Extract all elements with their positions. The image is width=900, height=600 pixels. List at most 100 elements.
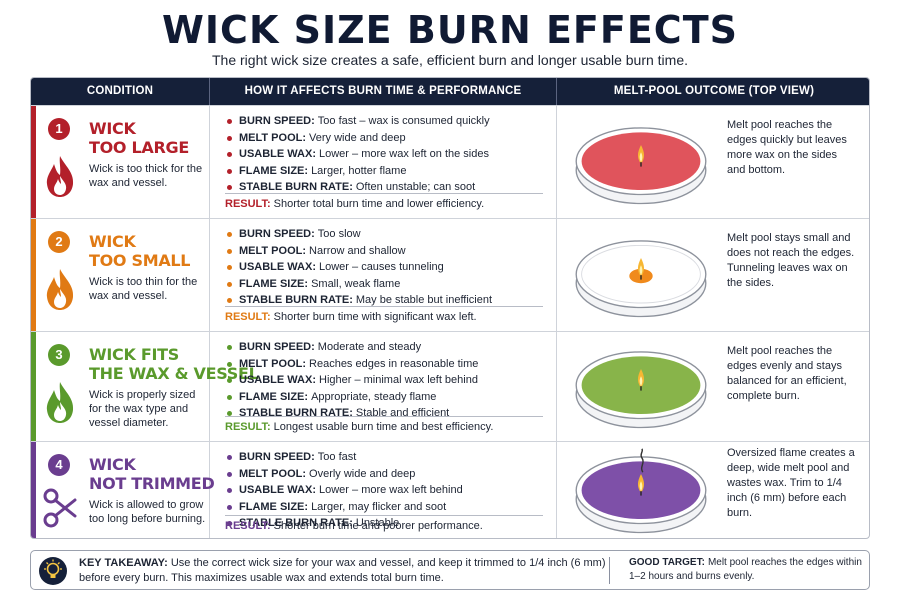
key-takeaway-body: Use the correct wick size for your wax a… <box>79 557 606 584</box>
effect-label: FLAME SIZE: <box>239 164 309 177</box>
outcome-text: Melt pool stays small and does not reach… <box>727 232 855 289</box>
effect-label: BURN SPEED: <box>239 228 315 240</box>
effects-list: BURN SPEED: Too slow MELT POOL: Narrow and … <box>225 226 545 309</box>
effect-item: MELT POOL: Very wide and deep <box>225 130 545 147</box>
effect-label: STABLE BURN RATE: <box>239 407 353 419</box>
result-text: RESULT: Shorter total burn time and lower… <box>225 198 555 210</box>
effect-item: FLAME SIZE: Larger, hotter flame <box>225 163 545 180</box>
effect-text: Overly wide and deep <box>309 467 416 480</box>
effect-text: Lower – causes tunneling <box>319 261 444 273</box>
result-body: Shorter burn time with significant wax l… <box>273 311 477 323</box>
result-body: Shorter burn time and poorer performance… <box>273 520 483 532</box>
effect-label: BURN SPEED: <box>239 451 315 463</box>
scissors-icon <box>43 486 77 530</box>
effect-label: MELT POOL: <box>239 244 307 257</box>
condition-title-line1: WICK <box>89 232 136 251</box>
effects-list: BURN SPEED: Moderate and steady MELT POOL:… <box>225 339 545 422</box>
effect-item: USABLE WAX: Lower – more wax left behind <box>225 482 545 499</box>
outcome-text: Oversized flame creates a deep, wide mel… <box>727 447 855 519</box>
table-header: CONDITION HOW IT AFFECTS BURN TIME & PER… <box>31 78 869 105</box>
key-takeaway-text: KEY TAKEAWAY: Use the correct wick size f… <box>79 556 619 586</box>
effect-label: MELT POOL: <box>239 131 307 144</box>
effect-label: FLAME SIZE: <box>239 277 309 290</box>
page-subtitle: The right wick size creates a safe, effi… <box>212 52 688 68</box>
effect-item: USABLE WAX: Lower – causes tunneling <box>225 259 545 276</box>
effect-label: BURN SPEED: <box>239 341 315 353</box>
candle-melt-pool-illustration <box>566 118 716 213</box>
effect-item: FLAME SIZE: Larger, may flicker and soot <box>225 499 545 516</box>
effect-item: MELT POOL: Narrow and shallow <box>225 243 545 260</box>
effect-text: Moderate and steady <box>317 341 422 353</box>
effect-item: MELT POOL: Reaches edges in reasonable ti… <box>225 356 545 373</box>
effect-item: BURN SPEED: Too fast – wax is consumed qu… <box>225 113 545 130</box>
condition-description: Wick is too thick for the wax and vessel… <box>89 163 203 189</box>
good-target-label: GOOD TARGET: <box>629 557 705 568</box>
table-row: 3 WICK FITS THE WAX & VESSEL Wick is proper… <box>31 331 869 441</box>
effect-text: Too fast <box>317 451 357 463</box>
effect-label: FLAME SIZE: <box>239 390 309 403</box>
condition-description: Wick is allowed to grow too long before … <box>89 499 206 525</box>
condition-title: WICK NOT TRIMMED <box>89 455 215 493</box>
flame-icon <box>43 267 77 311</box>
condition-description: Wick is too thin for the wax and vessel. <box>89 276 198 302</box>
table-row: 4 WICK NOT TRIMMED Wick is allowed to grow … <box>31 441 869 538</box>
condition-title: WICK TOO LARGE <box>89 119 189 157</box>
table-row: 2 WICK TOO SMALL Wick is too thin for the w… <box>31 218 869 331</box>
condition-title: WICK FITS THE WAX & VESSEL <box>89 345 259 383</box>
row-accent-bar <box>31 106 36 218</box>
effect-text: Often unstable; can soot <box>355 181 476 193</box>
condition-title-line2: NOT TRIMMED <box>89 474 215 493</box>
row-accent-bar <box>31 219 36 331</box>
effect-text: Reaches edges in reasonable time <box>309 357 479 370</box>
result-label: RESULT: <box>225 520 271 532</box>
effect-text: Larger, hotter flame <box>311 164 407 177</box>
condition-title-line1: WICK <box>89 119 136 138</box>
effect-label: USABLE WAX: <box>239 484 316 496</box>
page-title: WICK SIZE BURN EFFECTS <box>162 8 738 52</box>
effect-item: BURN SPEED: Too slow <box>225 226 545 243</box>
effect-label: BURN SPEED: <box>239 115 315 127</box>
effect-text: Lower – more wax left behind <box>319 484 463 496</box>
row-number-badge: 1 <box>48 118 70 140</box>
effect-label: MELT POOL: <box>239 467 307 480</box>
candle-melt-pool-illustration <box>566 342 716 437</box>
effect-item: STABLE BURN RATE: May be stable but ineff… <box>225 292 545 309</box>
header-effects: HOW IT AFFECTS BURN TIME & PERFORMANCE <box>244 85 522 97</box>
effect-text: Too fast – wax is consumed quickly <box>317 115 490 127</box>
condition-title-line2: THE WAX & VESSEL <box>89 364 259 383</box>
effect-text: May be stable but inefficient <box>355 294 493 306</box>
effect-item: USABLE WAX: Higher – minimal wax left beh… <box>225 372 545 389</box>
effect-label: STABLE BURN RATE: <box>239 517 353 529</box>
flame-icon <box>43 380 77 424</box>
row-number-badge: 3 <box>48 344 70 366</box>
effect-text: Very wide and deep <box>309 131 406 144</box>
effect-item: STABLE BURN RATE: Unstable <box>225 515 545 532</box>
effect-text: Appropriate, steady flame <box>311 390 437 403</box>
comparison-table: CONDITION HOW IT AFFECTS BURN TIME & PER… <box>30 77 870 539</box>
effects-list: BURN SPEED: Too fast MELT POOL: Overly wide… <box>225 449 545 532</box>
header-condition: CONDITION <box>86 85 154 97</box>
condition-title: WICK TOO SMALL <box>89 232 191 270</box>
effect-item: STABLE BURN RATE: Stable and efficient <box>225 405 545 422</box>
effect-text: Unstable <box>355 517 400 529</box>
effect-label: USABLE WAX: <box>239 374 316 386</box>
result-text: RESULT: Shorter burn time with significan… <box>225 311 555 323</box>
effect-label: MELT POOL: <box>239 357 307 370</box>
effect-label: USABLE WAX: <box>239 261 316 273</box>
candle-melt-pool-illustration <box>566 231 716 326</box>
result-text: RESULT: Longest usable burn time and best… <box>225 421 555 433</box>
row-accent-bar <box>31 442 36 538</box>
table-row: 1 WICK TOO LARGE Wick is too thick for the … <box>31 105 869 218</box>
effect-item: BURN SPEED: Too fast <box>225 449 545 466</box>
good-target-text: GOOD TARGET: Melt pool reaches the edges … <box>629 556 867 584</box>
good-target-body: Melt pool reaches the edges within 1–2 h… <box>629 557 862 582</box>
effects-list: BURN SPEED: Too fast – wax is consumed qu… <box>225 113 545 196</box>
result-text: RESULT: Shorter burn time and poorer perf… <box>225 520 555 532</box>
effect-text: Small, weak flame <box>311 277 401 290</box>
condition-title-line2: TOO SMALL <box>89 251 191 270</box>
result-label: RESULT: <box>225 311 271 323</box>
effect-text: Higher – minimal wax left behind <box>319 374 478 386</box>
key-takeaway-label: KEY TAKEAWAY: <box>79 557 168 569</box>
lightbulb-icon <box>39 557 67 585</box>
outcome-text: Melt pool reaches the edges quickly but … <box>727 119 847 176</box>
